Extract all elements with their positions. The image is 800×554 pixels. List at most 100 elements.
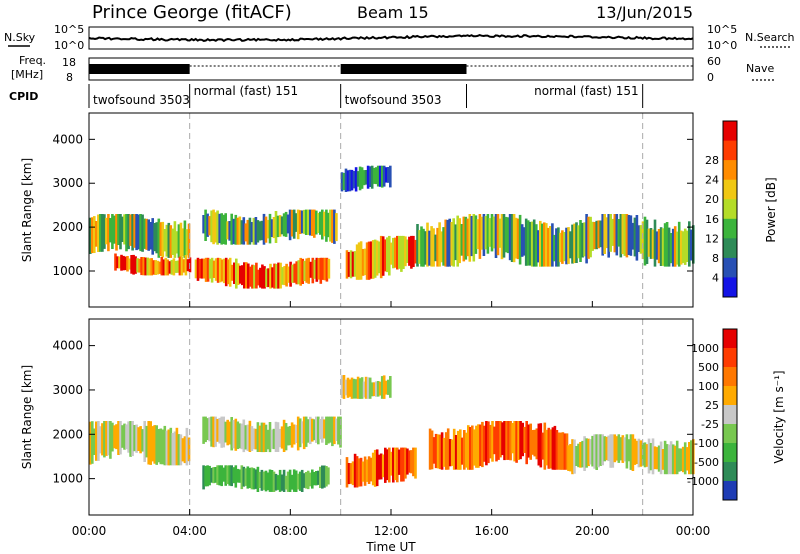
cpid-segment-label: normal (fast) 151 (534, 84, 638, 98)
echo-cell (173, 431, 177, 466)
echo-cell (637, 225, 641, 252)
echo-cell (200, 258, 204, 279)
echo-cell (430, 430, 434, 470)
echo-cell (559, 232, 562, 263)
echo-cell (613, 214, 617, 253)
echo-cell (645, 219, 649, 264)
echo-cell (244, 425, 248, 450)
echo-cell (296, 209, 300, 240)
echo-cell (609, 214, 612, 252)
echo-cell (690, 440, 693, 475)
echo-cell (360, 167, 364, 189)
echo-cell (613, 434, 617, 463)
echo-cell (236, 421, 240, 449)
echo-cell (373, 449, 377, 487)
colorbar-swatch (723, 367, 737, 387)
echo-cell (428, 230, 431, 266)
echo-cell (679, 230, 683, 265)
echo-cell (183, 436, 187, 464)
colorbar-tick-label: 20 (705, 193, 719, 206)
echo-cell (245, 262, 248, 289)
echo-cell (119, 214, 122, 250)
echo-cell (370, 382, 374, 397)
echo-cell (296, 473, 300, 490)
echo-cell (661, 228, 665, 266)
echo-cell (410, 235, 413, 269)
echo-cell (353, 453, 357, 488)
echo-cell (589, 439, 592, 465)
echo-cell (169, 225, 173, 258)
echo-cell (152, 260, 155, 275)
echo-cell (220, 213, 223, 245)
echo-cell (545, 223, 548, 267)
echo-cell (551, 427, 555, 470)
echo-cell (309, 261, 313, 278)
echo-cell (315, 210, 318, 235)
echo-cell (157, 429, 161, 463)
echo-cell (185, 427, 189, 466)
echo-cell (179, 222, 183, 258)
echo-cell (287, 266, 290, 283)
echo-cell (345, 250, 349, 279)
echo-cell (342, 172, 346, 191)
echo-cell (643, 442, 647, 468)
echo-cell (251, 264, 254, 289)
freq-right-tick-top: 60 (707, 55, 721, 68)
echo-region (202, 209, 338, 245)
colorbar-tick-label: 500 (698, 361, 719, 374)
echo-cell (159, 428, 163, 465)
echo-cell (679, 448, 683, 471)
echo-cell (161, 429, 165, 465)
echo-cell (380, 165, 384, 188)
echo-cell (234, 418, 238, 451)
echo-cell (248, 467, 252, 488)
echo-cell (463, 430, 466, 470)
echo-cell (297, 260, 300, 285)
echo-cell (218, 465, 221, 486)
echo-cell (402, 447, 405, 482)
echo-cell (239, 265, 242, 284)
echo-cell (458, 218, 461, 264)
echo-cell (353, 251, 357, 277)
colorbar-tick-label: -100 (694, 437, 719, 450)
echo-cell (259, 267, 262, 288)
echo-cell (222, 258, 226, 284)
cpid-label: CPID (9, 90, 38, 103)
echo-cell (260, 469, 264, 491)
echo-cell (187, 437, 191, 462)
echo-cell (327, 212, 330, 238)
echo-cell (418, 230, 421, 264)
echo-cell (607, 435, 610, 462)
echo-cell (410, 450, 413, 474)
echo-cell (563, 232, 566, 262)
echo-cell (275, 263, 278, 289)
echo-cell (144, 257, 147, 276)
echo-cell (377, 241, 381, 274)
echo-cell (669, 441, 673, 475)
colorbar-tick-label: 8 (712, 252, 719, 265)
echo-cell (302, 209, 306, 234)
echo-cell (309, 472, 312, 487)
echo-cell (143, 218, 146, 249)
echo-cell (171, 228, 175, 255)
colorbar-swatch (723, 238, 737, 259)
power-y-ticks: 1000 2000 3000 4000 (52, 132, 693, 278)
echo-cell (537, 230, 540, 263)
echo-cell (240, 220, 244, 245)
echo-cell (368, 377, 372, 399)
echo-cell (619, 437, 623, 461)
echo-cell (241, 265, 244, 286)
echo-cell (284, 211, 288, 237)
echo-cell (313, 259, 317, 279)
nsky-panel: N.Sky 10^5 10^0 10^5 10^0 N.Search (4, 23, 795, 52)
echo-cell (276, 215, 280, 238)
echo-cell (522, 227, 526, 256)
echo-cell (155, 425, 158, 465)
echo-cell (356, 376, 360, 399)
colorbar-swatch (723, 218, 737, 239)
echo-cell (585, 438, 588, 468)
echo-cell (673, 445, 677, 475)
echo-cell (565, 433, 569, 470)
echo-cell (591, 435, 594, 467)
echo-cell (302, 473, 306, 488)
